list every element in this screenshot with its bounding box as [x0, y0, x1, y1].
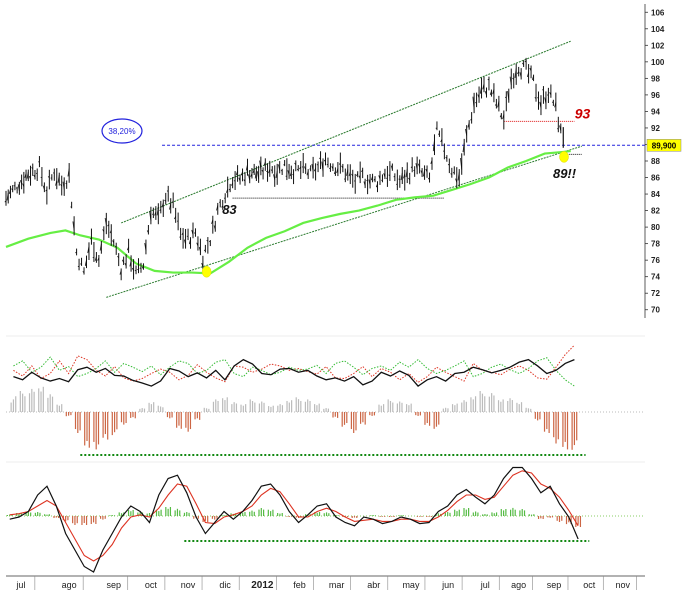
x-tick-label: jun [441, 580, 454, 590]
x-tick-label: feb [293, 580, 306, 590]
osc1-red-line [13, 345, 574, 382]
price-tick-label: 76 [651, 256, 660, 265]
price-tick-label: 72 [651, 289, 660, 298]
price-tick-label: 100 [651, 58, 665, 67]
channel-upper-line [121, 41, 571, 223]
price-tick-label: 94 [651, 107, 660, 116]
price-bar-open [436, 128, 437, 129]
price-tick-label: 92 [651, 124, 660, 133]
x-tick-label: jul [480, 580, 490, 590]
price-bar-open [344, 179, 345, 180]
price-tick-label: 88 [651, 157, 660, 166]
osc2-black-line [10, 468, 578, 573]
x-tick-label: mar [329, 580, 345, 590]
price-tick-label: 96 [651, 91, 660, 100]
price-series [5, 58, 563, 280]
x-tick-label: nov [181, 580, 196, 590]
price-bar-open [443, 151, 444, 152]
price-tick-label: 78 [651, 240, 660, 249]
fib-label: 38,20% [108, 127, 135, 136]
price-tick-label: 70 [651, 306, 660, 315]
marker-dot [202, 266, 211, 277]
price-tick-label: 102 [651, 41, 665, 50]
x-tick-label: dic [219, 580, 231, 590]
x-tick-label: oct [145, 580, 158, 590]
price-tick-label: 84 [651, 190, 660, 199]
annotation-label: 83 [222, 202, 237, 217]
x-tick-label: sep [106, 580, 121, 590]
price-bar-open [281, 170, 282, 171]
x-tick-label: ago [62, 580, 77, 590]
annotation-label: 93 [575, 105, 591, 121]
price-bar-open [505, 97, 506, 98]
x-tick-label: oct [583, 580, 596, 590]
annotation-label: 89!! [553, 166, 577, 181]
price-label: 89,900 [652, 141, 677, 150]
osc1-black-line [13, 360, 574, 386]
moving-average-line [6, 151, 571, 273]
x-tick-label: abr [367, 580, 380, 590]
price-tick-label: 106 [651, 8, 665, 17]
price-tick-label: 82 [651, 207, 660, 216]
x-tick-label: sep [547, 580, 562, 590]
price-tick-label: 80 [651, 223, 660, 232]
x-tick-label: ago [511, 580, 526, 590]
price-tick-label: 74 [651, 273, 660, 282]
price-tick-label: 98 [651, 74, 660, 83]
x-tick-label: 2012 [251, 580, 274, 591]
x-tick-label: may [402, 580, 420, 590]
price-bar-open [327, 164, 328, 165]
x-tick-label: nov [615, 580, 630, 590]
marker-dot [560, 151, 569, 162]
price-tick-label: 86 [651, 174, 660, 183]
price-bar-open [78, 266, 79, 267]
price-tick-label: 104 [651, 25, 665, 34]
x-tick-label: jul [15, 580, 25, 590]
price-bar-open [209, 241, 210, 242]
